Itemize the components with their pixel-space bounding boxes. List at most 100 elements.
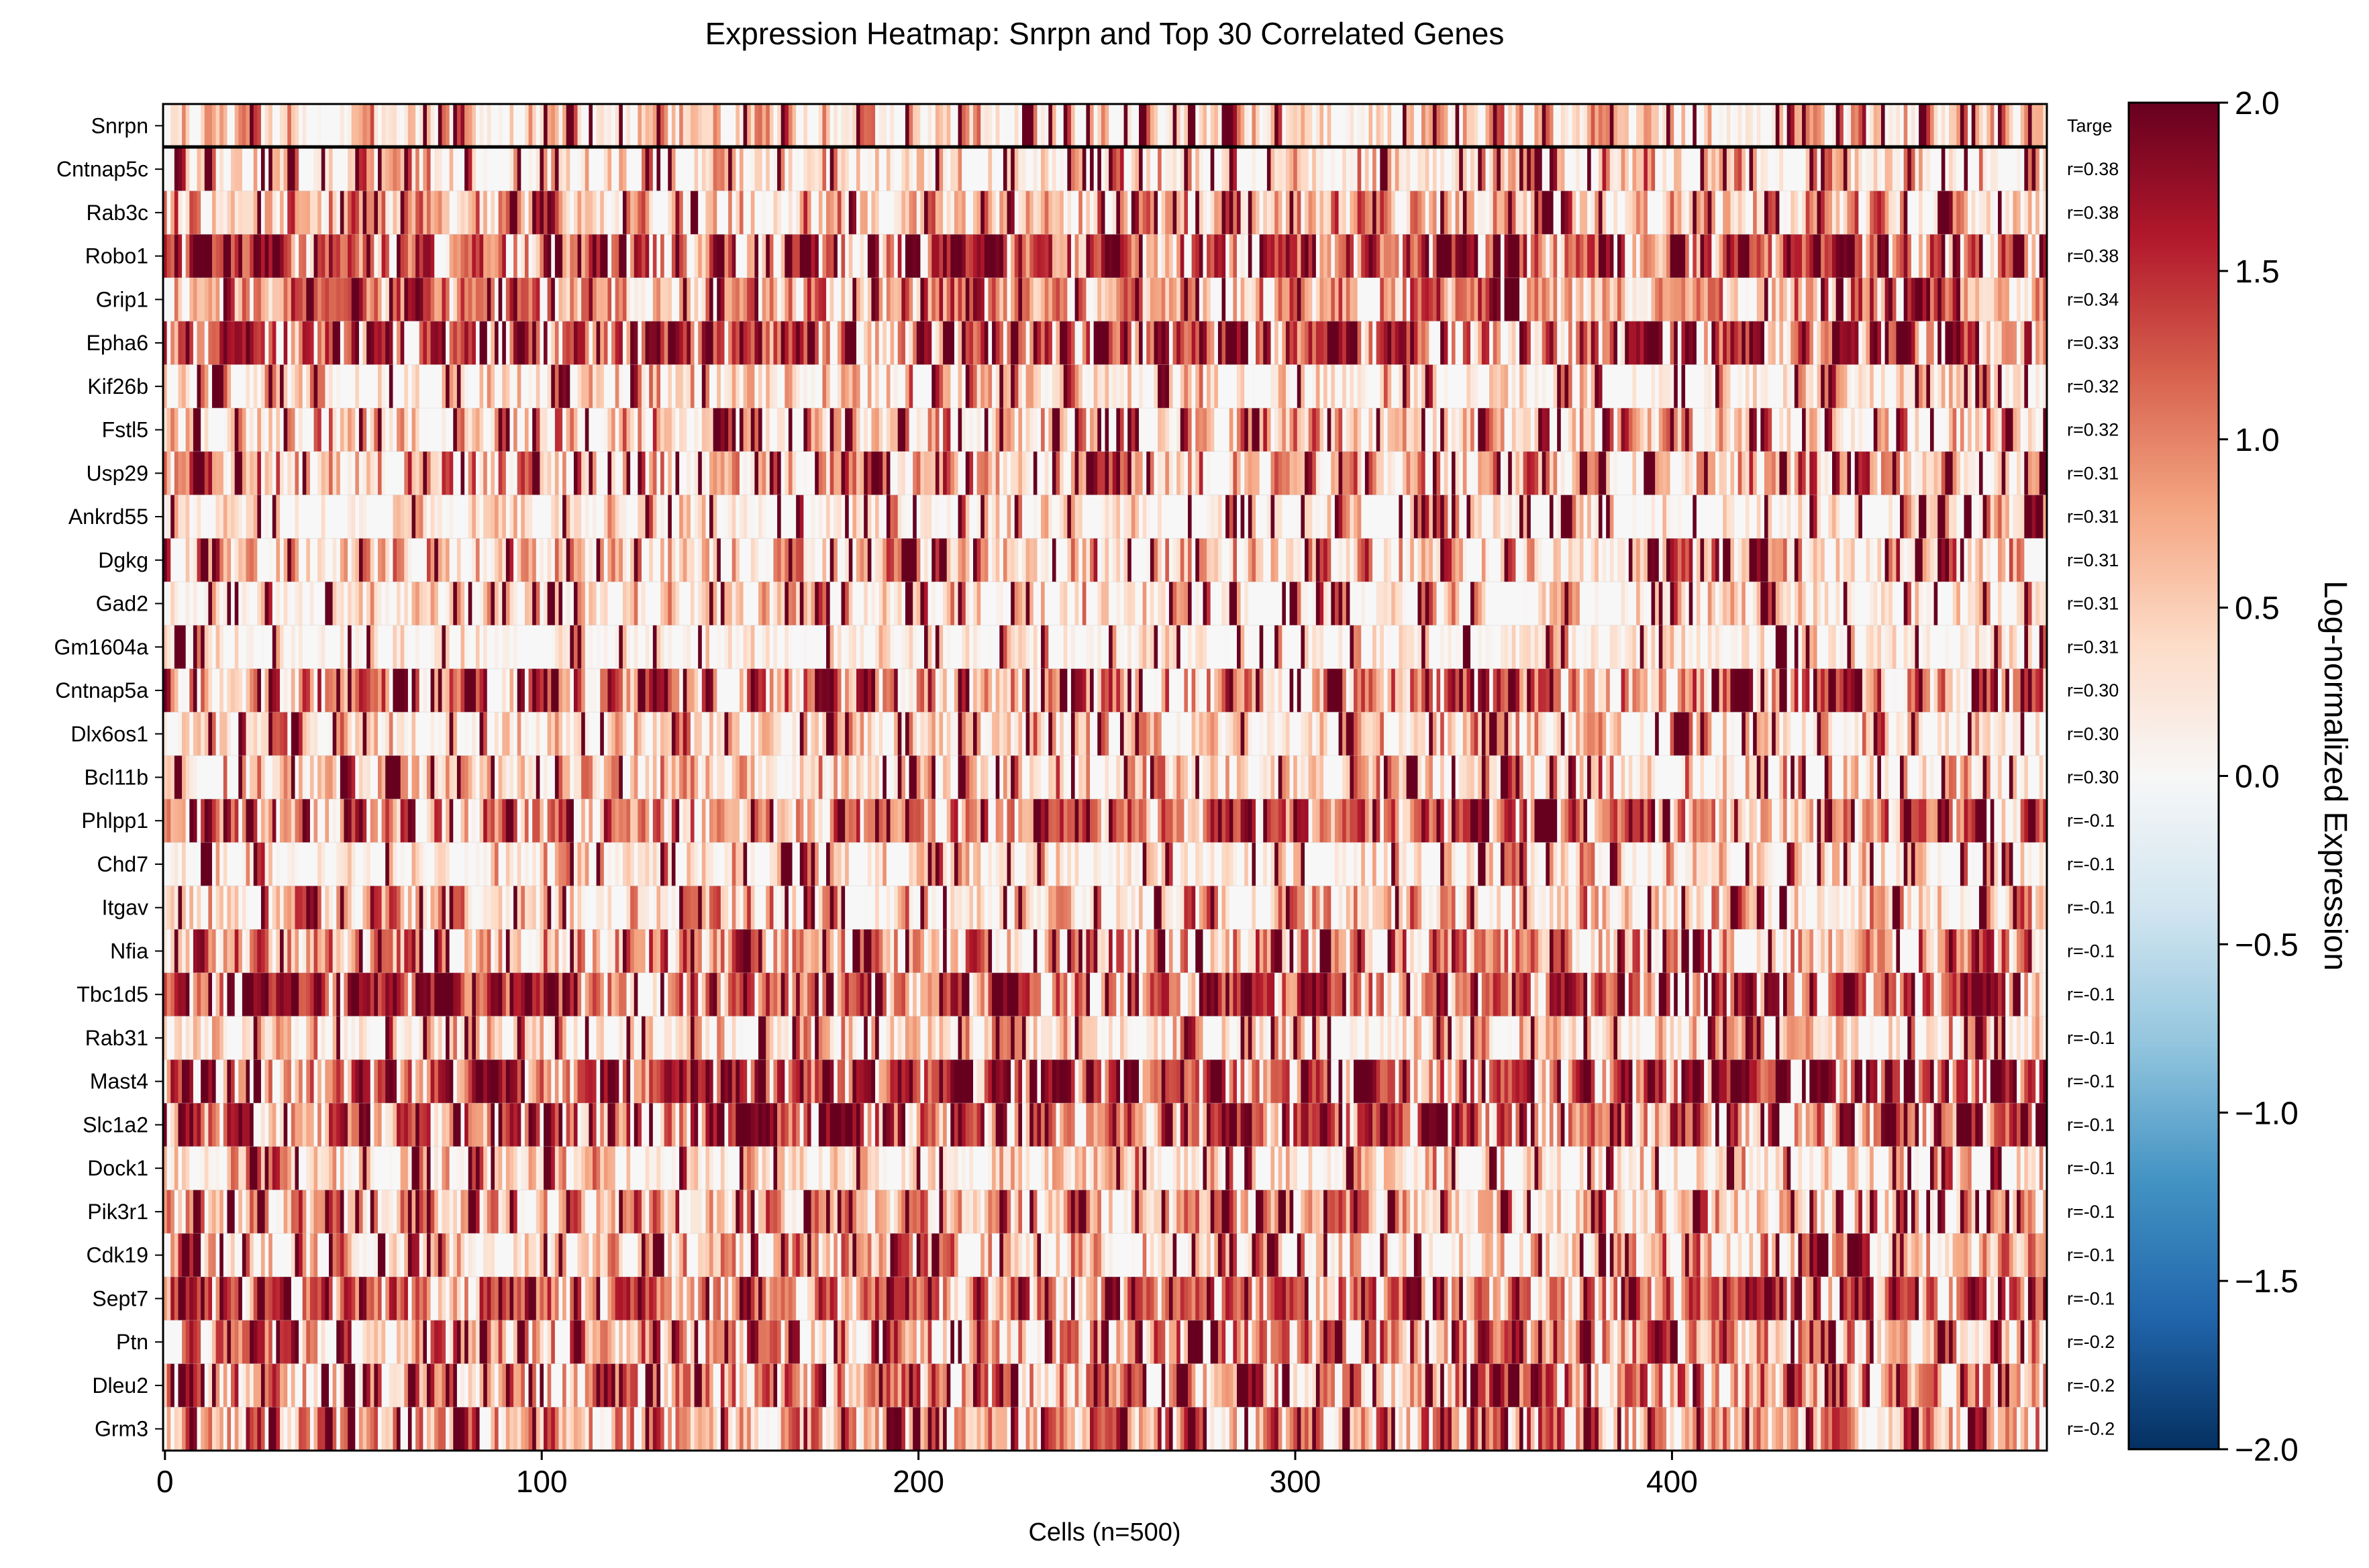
heatmap-cell <box>1941 408 1946 452</box>
heatmap-cell <box>1278 234 1282 278</box>
heatmap-cell <box>1798 104 1803 148</box>
heatmap-cell <box>1217 364 1223 409</box>
heatmap-cell <box>517 321 521 366</box>
heatmap-cell <box>2009 277 2014 322</box>
heatmap-cell <box>732 364 736 409</box>
heatmap-cell <box>1033 277 1038 322</box>
heatmap-cell <box>1093 234 1098 278</box>
heatmap-cell <box>348 191 352 235</box>
heatmap-cell <box>276 408 281 452</box>
heatmap-cell <box>1086 277 1091 322</box>
heatmap-cell <box>1696 364 1701 409</box>
heatmap-cell <box>2005 277 2010 322</box>
heatmap-cell <box>1364 234 1370 278</box>
heatmap-cell <box>393 104 397 148</box>
heatmap-cell <box>1651 234 1656 278</box>
heatmap-cell <box>174 321 179 366</box>
heatmap-cell <box>954 494 959 539</box>
heatmap-cell <box>1270 104 1275 148</box>
heatmap-cell <box>2024 234 2029 278</box>
heatmap-cell <box>1866 494 1870 539</box>
heatmap-cell <box>1278 277 1282 322</box>
heatmap-cell <box>1546 364 1550 409</box>
heatmap-cell <box>1105 494 1109 539</box>
heatmap-cell <box>1956 451 1961 496</box>
heatmap-cell <box>818 234 823 278</box>
heatmap-cell <box>1749 364 1754 409</box>
heatmap-cell <box>1082 451 1087 496</box>
heatmap-cell <box>1753 364 1758 409</box>
heatmap-cell <box>690 277 695 322</box>
heatmap-cell <box>1210 277 1215 322</box>
heatmap-cell <box>1142 147 1147 192</box>
heatmap-cell <box>540 104 544 148</box>
heatmap-cell <box>1376 104 1380 148</box>
heatmap-cell <box>1131 408 1136 452</box>
heatmap-cell <box>193 147 198 192</box>
heatmap-cell <box>1613 494 1618 539</box>
heatmap-cell <box>332 147 337 192</box>
heatmap-cell <box>976 191 981 235</box>
heatmap-cell <box>1704 147 1709 192</box>
heatmap-cell <box>796 451 801 496</box>
heatmap-cell <box>701 364 707 409</box>
heatmap-cell <box>1172 494 1177 539</box>
heatmap-cell <box>460 451 465 496</box>
heatmap-cell <box>878 277 883 322</box>
heatmap-cell <box>498 364 503 409</box>
heatmap-cell <box>1572 147 1576 192</box>
heatmap-cell <box>962 147 966 192</box>
heatmap-cell <box>189 494 194 539</box>
heatmap-cell <box>1090 191 1095 235</box>
heatmap-cell <box>1395 408 1399 452</box>
heatmap-cell <box>1534 494 1539 539</box>
heatmap-cell <box>415 451 420 496</box>
heatmap-cell <box>946 494 951 539</box>
heatmap-cell <box>1368 494 1373 539</box>
heatmap-cell <box>1858 104 1863 148</box>
heatmap-cell <box>1975 234 1980 278</box>
heatmap-cell <box>803 234 808 278</box>
heatmap-cell <box>1670 104 1674 148</box>
heatmap-cell <box>1847 451 1852 496</box>
heatmap-cell <box>547 321 552 366</box>
heatmap-cell <box>551 364 556 409</box>
heatmap-cell <box>600 234 605 278</box>
heatmap-cell <box>1082 104 1087 148</box>
heatmap-cell <box>758 104 763 148</box>
heatmap-cell <box>1606 277 1611 322</box>
heatmap-cell <box>521 104 525 148</box>
heatmap-cell <box>1971 494 1976 539</box>
heatmap-cell <box>250 451 254 496</box>
heatmap-cell <box>607 191 612 235</box>
heatmap-cell <box>1756 104 1761 148</box>
heatmap-cell <box>1014 451 1019 496</box>
heatmap-cell <box>829 277 834 322</box>
heatmap-cell <box>984 451 989 496</box>
heatmap-cell <box>1168 234 1174 278</box>
heatmap-cell <box>1172 451 1177 496</box>
heatmap-cell <box>1986 147 1991 192</box>
heatmap-cell <box>886 147 891 192</box>
heatmap-cell <box>393 451 397 496</box>
heatmap-cell <box>1606 408 1611 452</box>
heatmap-cell <box>1011 364 1015 409</box>
heatmap-cell <box>1847 494 1852 539</box>
heatmap-cell <box>231 104 236 148</box>
heatmap-cell <box>894 147 899 192</box>
heatmap-cell <box>536 277 540 322</box>
heatmap-cell <box>1805 191 1810 235</box>
heatmap-cell <box>528 408 533 452</box>
heatmap-cell <box>1116 494 1121 539</box>
heatmap-cell <box>178 191 183 235</box>
heatmap-cell <box>984 234 989 278</box>
heatmap-cell <box>909 408 913 452</box>
heatmap-cell <box>1888 191 1893 235</box>
heatmap-cell <box>1549 234 1554 278</box>
heatmap-cell <box>656 104 661 148</box>
heatmap-cell <box>1952 451 1957 496</box>
heatmap-cell <box>170 451 175 496</box>
heatmap-cell <box>1161 191 1166 235</box>
heatmap-cell <box>988 147 993 192</box>
heatmap-cell <box>1123 494 1128 539</box>
